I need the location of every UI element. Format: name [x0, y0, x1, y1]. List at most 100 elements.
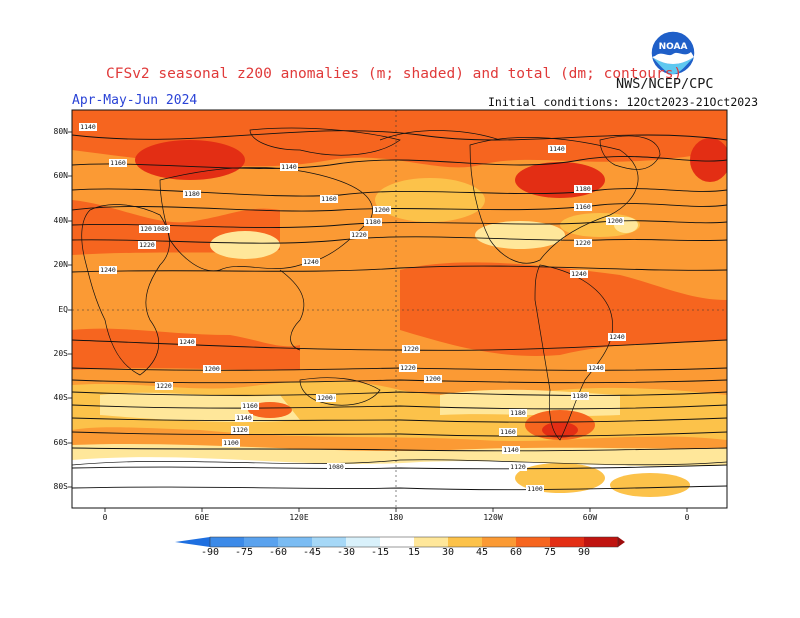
- svg-text:1180: 1180: [510, 409, 526, 417]
- svg-text:1240: 1240: [609, 333, 625, 341]
- lon-label-0: 0: [102, 513, 108, 522]
- contour-label: 1140: [548, 145, 566, 153]
- colorbar-segment-4: [312, 537, 346, 547]
- contour-label: 1220: [155, 382, 173, 390]
- contour-label: 1240: [178, 338, 196, 346]
- svg-text:1200: 1200: [204, 365, 220, 373]
- contour-label: 1080: [327, 463, 345, 471]
- svg-text:1160: 1160: [242, 402, 258, 410]
- contour-label: 1100: [526, 485, 544, 493]
- contour-label: 1200: [424, 375, 442, 383]
- contour-label: 1240: [99, 266, 117, 274]
- svg-text:1120: 1120: [510, 463, 526, 471]
- colorbar-segment-9: [482, 537, 516, 547]
- lat-label-80n: 80N: [53, 127, 68, 136]
- svg-text:1220: 1220: [400, 364, 416, 372]
- graticule: [72, 110, 727, 508]
- svg-text:1200: 1200: [607, 217, 623, 225]
- svg-text:1140: 1140: [503, 446, 519, 454]
- lon-label-60e: 60E: [194, 513, 210, 522]
- noaa-logo: NOAA: [650, 30, 696, 76]
- colorbar-label: -15: [370, 547, 390, 558]
- svg-text:1160: 1160: [110, 159, 126, 167]
- svg-text:1160: 1160: [321, 195, 337, 203]
- season-label: Apr-May-Jun 2024: [72, 93, 198, 108]
- contour-label: 1120: [231, 426, 249, 434]
- contour-label: 1180: [571, 392, 589, 400]
- lat-label-40n: 40N: [53, 216, 68, 225]
- contour-label: 1200: [373, 206, 391, 214]
- svg-text:1240: 1240: [179, 338, 195, 346]
- contour-label: 1100: [222, 439, 240, 447]
- colorbar-label: 90: [577, 547, 591, 558]
- contour-label: 1220: [574, 239, 592, 247]
- initial-conditions-label: Initial conditions: 12Oct2023-21Oct2023: [488, 95, 759, 109]
- svg-text:1240: 1240: [571, 270, 587, 278]
- colorbar-label: -30: [336, 547, 356, 558]
- svg-text:1220: 1220: [403, 345, 419, 353]
- colorbar-label: 45: [475, 547, 489, 558]
- svg-text:1200: 1200: [140, 225, 156, 233]
- contour-label: 1160: [574, 203, 592, 211]
- contour-label: 1120: [509, 463, 527, 471]
- colorbar-label: -60: [268, 547, 288, 558]
- svg-text:1180: 1180: [575, 185, 591, 193]
- lat-label-20n: 20N: [53, 260, 68, 269]
- colorbar-high-triangle: [618, 537, 625, 547]
- lat-label-eq: EQ: [58, 305, 68, 314]
- contour-label: 1160: [499, 428, 517, 436]
- svg-text:1240: 1240: [100, 266, 116, 274]
- anomaly-tropical-pacific: [400, 262, 727, 356]
- lon-label-120w: 120W: [483, 513, 503, 522]
- svg-text:1200: 1200: [317, 394, 333, 402]
- map-title: CFSv2 seasonal z200 anomalies (m; shaded…: [106, 66, 683, 82]
- colorbar-label: -45: [302, 547, 322, 558]
- contour-label: 1220: [350, 231, 368, 239]
- contour-label: 1180: [364, 218, 382, 226]
- colorbar-segment-3: [278, 537, 312, 547]
- svg-text:1220: 1220: [575, 239, 591, 247]
- contour-label: 1180: [183, 190, 201, 198]
- contour-label: 1200: [139, 225, 157, 233]
- svg-text:1080: 1080: [328, 463, 344, 471]
- colorbar-segment-2: [244, 537, 278, 547]
- contour-label: 1140: [79, 123, 97, 131]
- svg-text:1160: 1160: [500, 428, 516, 436]
- svg-text:1100: 1100: [223, 439, 239, 447]
- source-label: NWS/NCEP/CPC: [616, 76, 714, 92]
- svg-text:1240: 1240: [303, 258, 319, 266]
- contour-label: 1240: [587, 364, 605, 372]
- colorbar-segment-5: [346, 537, 380, 547]
- svg-text:1160: 1160: [575, 203, 591, 211]
- colorbar-label: 75: [543, 547, 557, 558]
- contour-label: 1160: [109, 159, 127, 167]
- colorbar-label: 15: [407, 547, 421, 558]
- contour-label: 1140: [280, 163, 298, 171]
- lon-label-180: 180: [388, 513, 404, 522]
- contour-label: 1200: [203, 365, 221, 373]
- contour-label: 1220: [399, 364, 417, 372]
- lat-label-60s: 60S: [53, 438, 68, 447]
- anomaly-min-tibet: [210, 231, 280, 259]
- contour-label: 1240: [570, 270, 588, 278]
- contour-label: 1200: [316, 394, 334, 402]
- lon-label-120e: 120E: [289, 513, 309, 522]
- svg-text:1100: 1100: [527, 485, 543, 493]
- lon-label-60w: 60W: [582, 513, 598, 522]
- noaa-logo-text: NOAA: [659, 42, 688, 52]
- svg-text:1140: 1140: [549, 145, 565, 153]
- svg-text:1180: 1180: [572, 392, 588, 400]
- colorbar-segment-10: [516, 537, 550, 547]
- colorbar-label: 30: [441, 547, 455, 558]
- lat-label-60n: 60N: [53, 171, 68, 180]
- colorbar-segment-7: [414, 537, 448, 547]
- contour-label: 1160: [241, 402, 259, 410]
- svg-text:1220: 1220: [139, 241, 155, 249]
- colorbar-label: -90: [200, 547, 220, 558]
- contour-label: 1220: [138, 241, 156, 249]
- colorbar: [175, 536, 625, 548]
- height-contours: [72, 130, 727, 491]
- colorbar-segment-11: [550, 537, 584, 547]
- svg-text:1240: 1240: [588, 364, 604, 372]
